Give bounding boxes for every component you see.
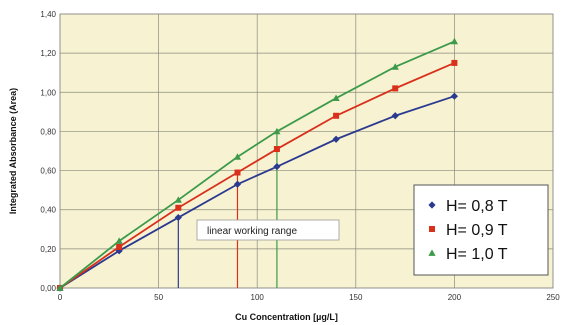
x-tick-label: 200 (448, 293, 462, 302)
legend-item: H= 0,8 T (428, 198, 508, 215)
data-point (116, 243, 123, 250)
series-line-group (56, 92, 458, 292)
legend-item: H= 0,9 T (429, 222, 508, 239)
data-point (273, 163, 281, 171)
y-tick-label: 0,80 (40, 127, 56, 136)
data-point (392, 85, 399, 92)
legend-item: H= 1,0 T (428, 246, 508, 263)
data-point (234, 169, 241, 176)
data-point (451, 59, 458, 66)
y-tick-label: 1,40 (40, 10, 56, 19)
series-line (59, 40, 455, 289)
series-group (56, 37, 458, 292)
x-tick-label: 150 (349, 293, 363, 302)
annotation-box: linear working range (196, 219, 340, 241)
data-point (450, 92, 458, 100)
x-tick-label: 250 (546, 293, 560, 302)
data-point (174, 196, 182, 203)
data-point (450, 37, 458, 45)
data-point (233, 180, 242, 188)
x-tick-label: 50 (154, 293, 163, 302)
y-tick-label: 0,20 (40, 245, 56, 254)
x-tick-label: 100 (251, 293, 265, 302)
data-point (332, 94, 340, 102)
x-tick-label: 0 (58, 293, 63, 302)
data-point (115, 237, 123, 244)
data-point (233, 153, 242, 160)
legend-box (413, 184, 549, 276)
data-point (174, 213, 182, 222)
x-axis-label: Cu Concentration [µg/L] (235, 312, 338, 322)
series-line (59, 62, 455, 289)
data-point (428, 249, 436, 256)
data-point (333, 112, 340, 119)
y-axis-label: Integrated Absorbance (Area) (8, 88, 18, 214)
y-tick-label: 0,60 (40, 167, 56, 176)
legend-label: H= 1,0 T (446, 246, 508, 263)
legend-label: H= 0,9 T (446, 222, 508, 239)
data-point (332, 135, 340, 143)
data-point (429, 226, 435, 232)
y-tick-label: 0,40 (40, 206, 56, 215)
y-tick-label: 1,20 (40, 49, 56, 58)
data-point (273, 146, 280, 153)
data-point (428, 201, 436, 209)
data-point (175, 204, 182, 211)
data-point (391, 112, 399, 120)
data-point (273, 127, 281, 135)
y-tick-label: 0,00 (40, 284, 56, 293)
annotation-text: linear working range (207, 226, 297, 237)
series-line-group (56, 37, 458, 291)
data-point (391, 63, 399, 70)
data-point (56, 284, 64, 291)
series-line (59, 95, 455, 289)
legend: H= 0,8 T H= 0,9 T H= 1,0 T (413, 184, 549, 276)
tick-labels: 0 50 100 150 200 250 0,00 0,20 0,40 0,60 0,80 1,00 1… (40, 10, 560, 302)
y-tick-label: 1,00 (40, 88, 56, 97)
legend-label: H= 0,8 T (446, 198, 508, 215)
